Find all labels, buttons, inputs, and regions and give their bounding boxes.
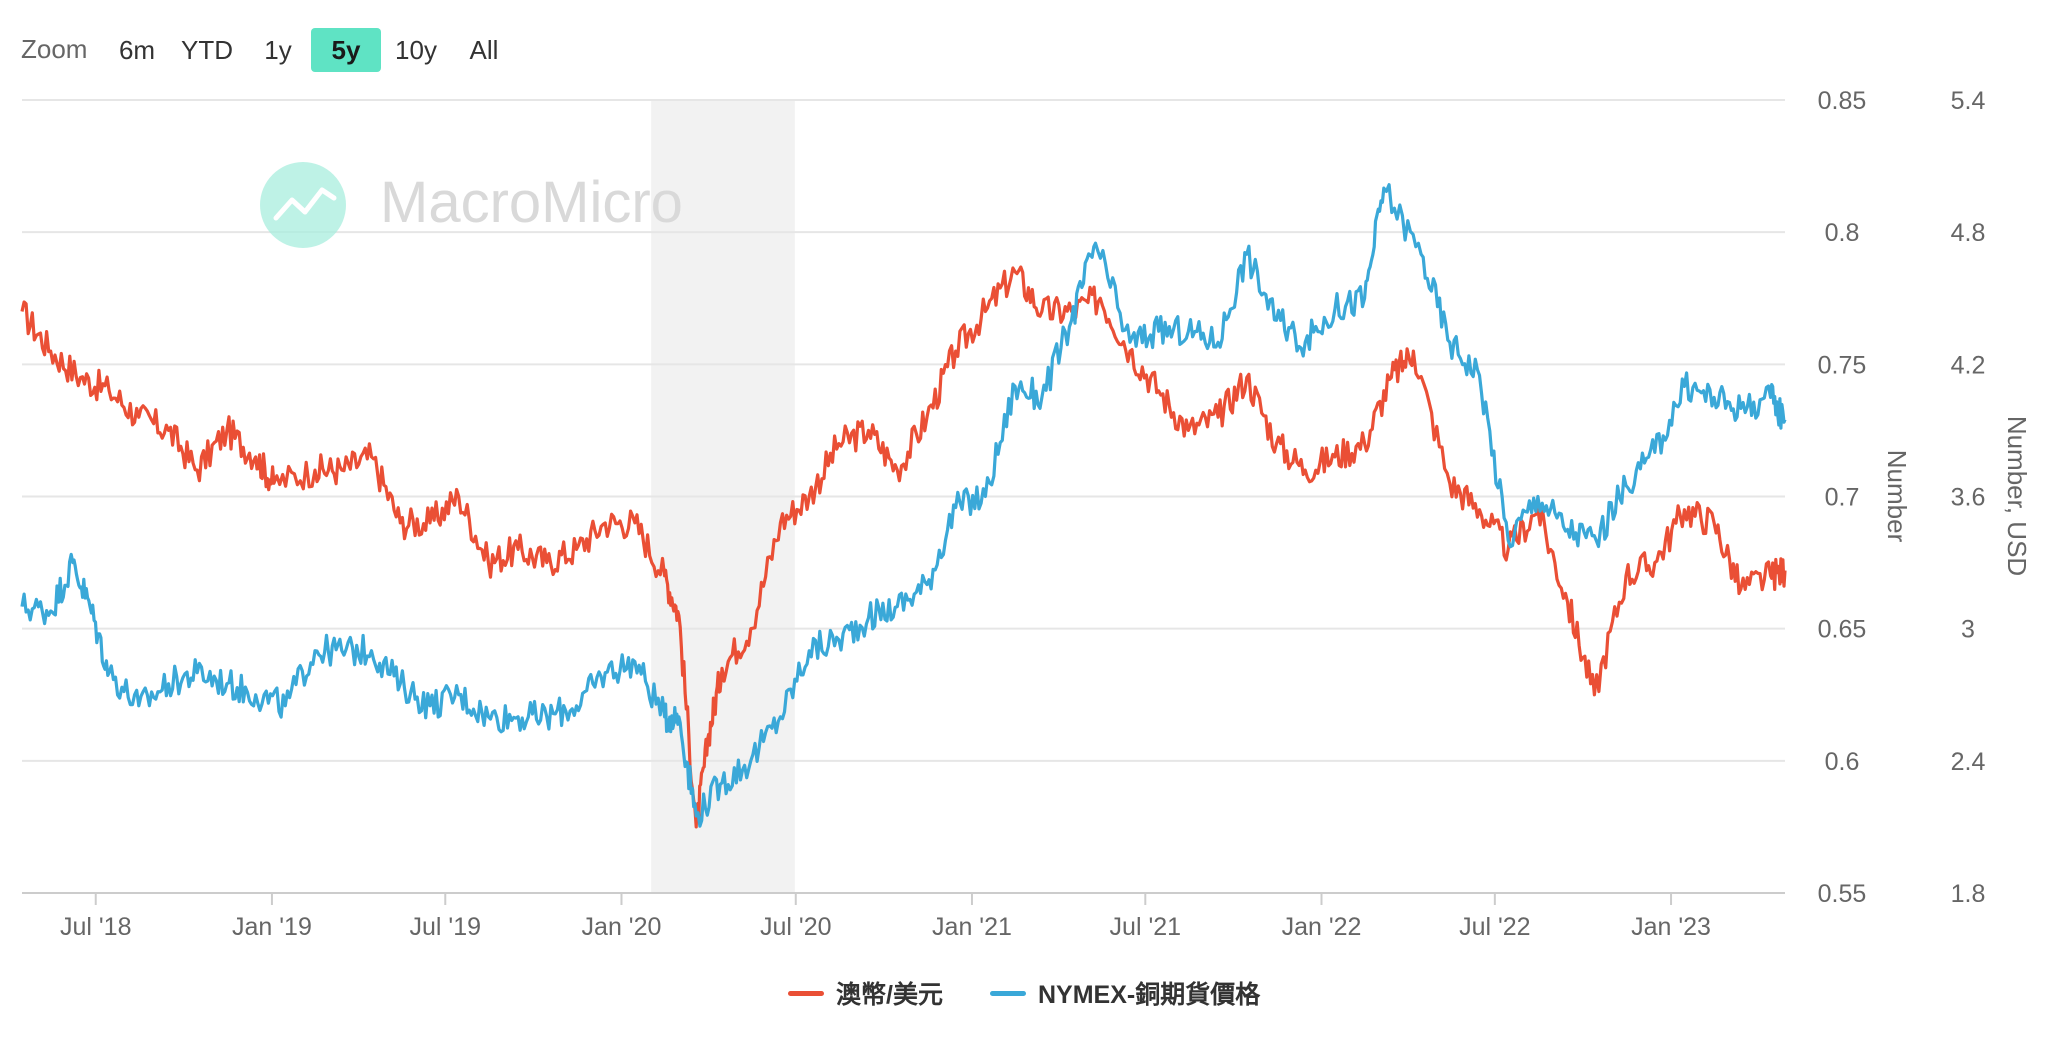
x-tick-label: Jan '20 bbox=[582, 913, 662, 941]
zoom-button-all[interactable]: All bbox=[469, 35, 499, 65]
y-left-tick-label: 0.55 bbox=[1818, 880, 1867, 908]
series-lines bbox=[20, 183, 1787, 829]
legend-item-copper[interactable]: NYMEX-銅期貨價格 bbox=[990, 975, 1260, 1015]
x-tick-label: Jul '20 bbox=[760, 913, 831, 941]
x-tick-label: Jan '23 bbox=[1631, 913, 1711, 941]
y-left-tick-label: 0.85 bbox=[1818, 87, 1867, 115]
watermark-text: MacroMicro bbox=[380, 170, 683, 235]
x-tick-label: Jan '21 bbox=[932, 913, 1012, 941]
x-axis: Jul '18 Jan '19 Jul '19 Jan '20 Jul '20 Jan '… bbox=[22, 892, 1785, 941]
y-right-tick-label: 5.4 bbox=[1951, 87, 1986, 115]
legend: 澳幣/美元 NYMEX-銅期貨價格 bbox=[0, 975, 2048, 1015]
y-axis-left-title: Number bbox=[1882, 450, 1912, 543]
x-tick-label: Jan '22 bbox=[1282, 913, 1362, 941]
y-left-tick-label: 0.75 bbox=[1818, 351, 1867, 379]
y-left-tick-label: 0.6 bbox=[1825, 748, 1860, 776]
legend-label-copper: NYMEX-銅期貨價格 bbox=[1038, 981, 1261, 1009]
x-tick-label: Jan '19 bbox=[232, 913, 312, 941]
y-right-tick-label: 3.6 bbox=[1951, 484, 1986, 512]
y-right-tick-label: 2.4 bbox=[1951, 748, 1986, 776]
y-left-tick-label: 0.65 bbox=[1818, 616, 1867, 644]
watermark-chart-icon bbox=[273, 187, 337, 221]
line-chart: MacroMicro Jul '18 Jan '19 Jul '19 Jan '20 J… bbox=[20, 87, 2032, 941]
y-left-tick-label: 0.7 bbox=[1825, 484, 1860, 512]
legend-swatch-copper bbox=[990, 990, 1026, 996]
zoom-bar: Zoom 6m YTD 1y 5y 10y All bbox=[0, 28, 600, 72]
watermark-logo-icon bbox=[260, 162, 346, 248]
watermark: MacroMicro bbox=[260, 162, 683, 248]
y-right-tick-label: 4.8 bbox=[1951, 219, 1986, 247]
y-axis-right-title: Number, USD bbox=[2002, 416, 2032, 576]
legend-swatch-aud-usd bbox=[788, 990, 824, 996]
x-tick-label: Jul '19 bbox=[410, 913, 481, 941]
x-tick-label: Jul '18 bbox=[60, 913, 131, 941]
x-tick-label: Jul '21 bbox=[1110, 913, 1181, 941]
zoom-label: Zoom bbox=[21, 34, 88, 64]
series-line-copper bbox=[20, 183, 1787, 828]
series-line-aud-usd bbox=[20, 265, 1787, 829]
zoom-button-ytd[interactable]: YTD bbox=[181, 35, 233, 65]
zoom-button-1y[interactable]: 1y bbox=[264, 35, 292, 65]
x-tick-label: Jul '22 bbox=[1459, 913, 1530, 941]
y-right-tick-label: 1.8 bbox=[1951, 880, 1986, 908]
zoom-button-5y[interactable]: 5y bbox=[311, 28, 381, 72]
zoom-button-6m[interactable]: 6m bbox=[118, 35, 156, 65]
y-left-tick-label: 0.8 bbox=[1825, 219, 1860, 247]
y-axis-right: 1.8 2.4 3 3.6 4.2 4.8 5.4 bbox=[1951, 87, 1986, 908]
zoom-button-10y[interactable]: 10y bbox=[395, 35, 437, 65]
y-right-tick-label: 3 bbox=[1961, 616, 1975, 644]
legend-label-aud-usd: 澳幣/美元 bbox=[836, 981, 943, 1009]
legend-item-aud-usd[interactable]: 澳幣/美元 bbox=[788, 975, 943, 1015]
y-axis-left: 0.55 0.6 0.65 0.7 0.75 0.8 0.85 bbox=[1818, 87, 1867, 908]
y-right-tick-label: 4.2 bbox=[1951, 351, 1986, 379]
